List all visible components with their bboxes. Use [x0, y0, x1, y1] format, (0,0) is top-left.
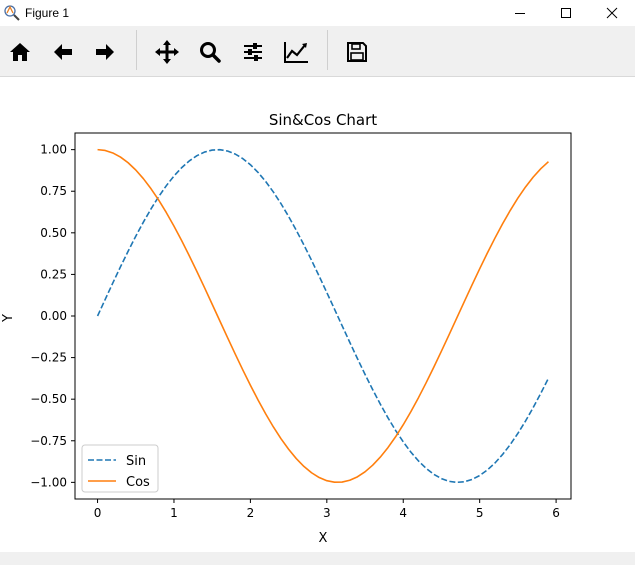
maximize-button[interactable] — [543, 0, 589, 26]
configure-subplots-button[interactable] — [238, 38, 268, 66]
status-bar — [0, 552, 635, 565]
chart-svg: 0 1 2 3 4 5 6 1.00 0.75 0.50 0.25 0.00 −0.25 −0.50 −0.… — [1, 111, 572, 546]
title-bar: Figure 1 — [0, 0, 635, 26]
y-tick-label: 0.00 — [40, 309, 67, 323]
maximize-icon — [561, 8, 571, 18]
y-axis-label: Y — [1, 314, 16, 323]
pan-icon — [155, 40, 179, 64]
back-button[interactable] — [48, 38, 78, 66]
x-tick-label: 0 — [94, 506, 102, 520]
x-tick-label: 3 — [323, 506, 331, 520]
pan-button[interactable] — [152, 38, 182, 66]
forward-button[interactable] — [90, 38, 120, 66]
save-icon — [347, 42, 367, 62]
series-layer — [96, 148, 550, 484]
x-tick-label: 4 — [399, 506, 407, 520]
legend-label-cos: Cos — [126, 475, 150, 490]
x-tick-label: 1 — [170, 506, 178, 520]
x-tick-label: 6 — [552, 506, 560, 520]
series-line-cos — [97, 148, 549, 484]
edit-axis-button[interactable] — [281, 38, 311, 66]
y-tick-label: −0.25 — [30, 351, 67, 365]
x-tick-label: 5 — [476, 506, 484, 520]
y-tick-label: −0.75 — [30, 434, 67, 448]
series-line-sin — [96, 148, 550, 484]
back-arrow-icon — [54, 44, 72, 60]
save-button[interactable] — [342, 38, 372, 66]
y-tick-label: −1.00 — [30, 475, 67, 489]
home-button[interactable] — [5, 38, 35, 66]
legend-label-sin: Sin — [126, 454, 146, 469]
window-title: Figure 1 — [25, 6, 70, 20]
app-icon — [4, 5, 20, 21]
navigation-toolbar — [0, 26, 635, 77]
chart-title: Sin&Cos Chart — [269, 111, 377, 129]
y-tick-label: 1.00 — [40, 143, 67, 157]
subplots-config-icon — [244, 43, 262, 61]
figure-canvas[interactable]: 0 1 2 3 4 5 6 1.00 0.75 0.50 0.25 0.00 −0.25 −0.50 −0.… — [0, 77, 635, 552]
minimize-icon — [515, 13, 525, 14]
forward-arrow-icon — [96, 44, 114, 60]
minimize-button[interactable] — [497, 0, 543, 26]
toolbar-separator — [327, 30, 328, 70]
zoom-button[interactable] — [195, 38, 225, 66]
ticks-layer: 0 1 2 3 4 5 6 1.00 0.75 0.50 0.25 0.00 −0.25 −0.50 −0.… — [30, 143, 560, 520]
y-tick-label: 0.25 — [40, 267, 67, 281]
legend: Sin Cos — [81, 444, 159, 493]
x-axis-label: X — [319, 531, 328, 546]
zoom-icon — [200, 42, 221, 63]
home-icon — [10, 43, 30, 61]
edit-axis-icon — [284, 42, 308, 63]
x-tick-label: 2 — [247, 506, 255, 520]
plot-area-frame — [74, 132, 572, 500]
close-button[interactable] — [589, 0, 635, 26]
close-icon — [606, 7, 618, 19]
y-tick-label: −0.50 — [30, 392, 67, 406]
toolbar-separator — [136, 30, 137, 70]
y-tick-label: 0.75 — [40, 184, 67, 198]
y-tick-label: 0.50 — [40, 226, 67, 240]
